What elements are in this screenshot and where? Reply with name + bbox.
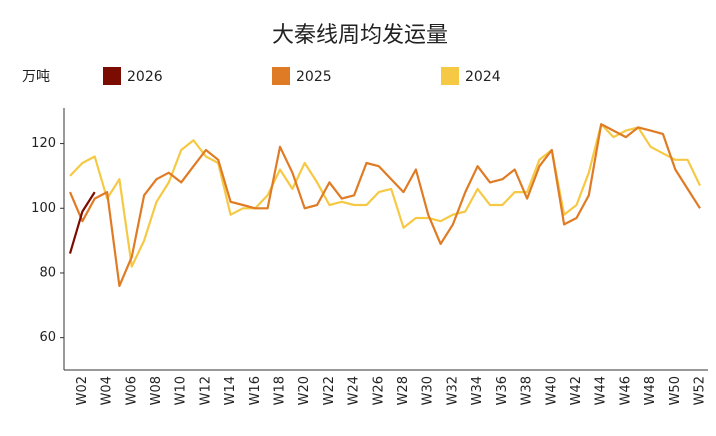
x-tick-label: W50 xyxy=(668,376,683,405)
y-tick-label: 100 xyxy=(31,201,56,216)
x-tick-label: W10 xyxy=(174,376,189,405)
x-tick-label: W28 xyxy=(396,376,411,405)
series-line xyxy=(68,191,96,254)
x-tick-label: W06 xyxy=(124,376,139,405)
x-tick-label: W36 xyxy=(495,376,510,405)
x-tick-label: W20 xyxy=(297,376,312,405)
x-tick-label: W30 xyxy=(421,376,436,405)
x-tick-label: W46 xyxy=(618,376,633,405)
x-tick-label: W22 xyxy=(322,376,337,405)
legend-swatch xyxy=(441,67,459,85)
x-tick-label: W16 xyxy=(248,376,263,405)
legend-swatch xyxy=(103,67,121,85)
x-tick-label: W48 xyxy=(643,376,658,405)
y-axis-label: 万吨 xyxy=(22,69,50,85)
x-tick-label: W02 xyxy=(75,376,90,405)
x-tick-label: W38 xyxy=(520,376,535,405)
x-tick-label: W14 xyxy=(223,376,238,405)
x-tick-label: W26 xyxy=(371,376,386,405)
legend-swatch xyxy=(272,67,290,85)
y-tick-label: 60 xyxy=(39,330,56,345)
legend-label: 2026 xyxy=(127,69,163,85)
x-tick-label: W34 xyxy=(470,376,485,405)
x-tick-label: W44 xyxy=(594,376,609,405)
x-tick-label: W40 xyxy=(544,376,559,405)
x-tick-label: W08 xyxy=(149,376,164,405)
x-tick-label: W42 xyxy=(569,376,584,405)
legend-label: 2024 xyxy=(465,69,501,85)
y-tick-label: 120 xyxy=(31,136,56,151)
x-tick-label: W52 xyxy=(693,376,708,405)
legend-label: 2025 xyxy=(296,69,332,85)
x-tick-label: W18 xyxy=(273,376,288,405)
x-tick-label: W32 xyxy=(445,376,460,405)
series-line xyxy=(68,123,701,287)
chart-title: 大秦线周均发运量 xyxy=(272,23,448,48)
x-tick-label: W04 xyxy=(100,376,115,405)
x-tick-label: W12 xyxy=(198,376,213,405)
y-tick-label: 80 xyxy=(39,265,56,280)
series-line xyxy=(69,123,701,268)
x-tick-label: W24 xyxy=(347,376,362,405)
